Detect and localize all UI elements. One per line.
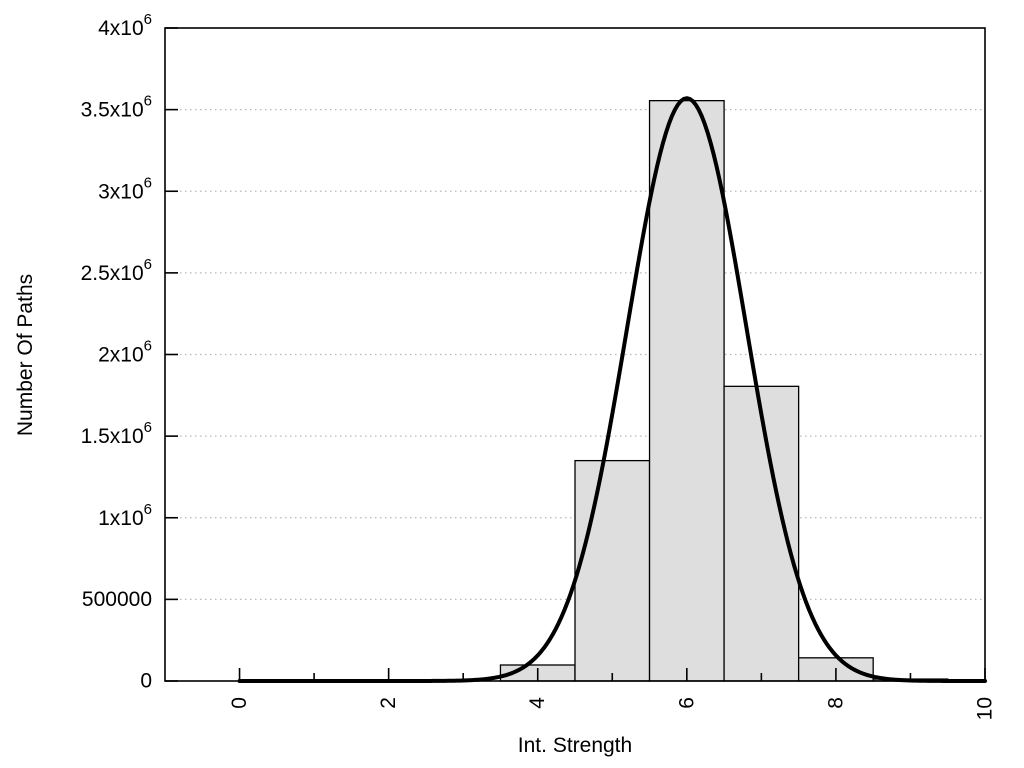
- x-tick-label: 4: [526, 697, 549, 709]
- histogram-bars: [499, 99, 949, 682]
- histogram-bar: [574, 459, 651, 682]
- y-tick-label: 1x106: [98, 500, 152, 529]
- y-tick-label: 4x106: [98, 11, 152, 40]
- y-tick-labels: 0 500000 1x106 1.5x106 2x106 2.5x106 3x106 3.5x…: [81, 11, 152, 693]
- histogram-bar: [648, 99, 725, 682]
- axis-ticks: [165, 27, 986, 682]
- y-tick-label: 2x106: [98, 337, 152, 366]
- x-tick-label: 0: [228, 697, 251, 709]
- x-tick-label: 10: [974, 697, 997, 720]
- y-tick-label: 0: [140, 670, 152, 693]
- y-tick-label: 2.5x106: [81, 255, 152, 284]
- y-tick-label: 3.5x106: [81, 92, 152, 121]
- x-tick-label: 8: [824, 697, 847, 709]
- x-tick-label: 6: [675, 697, 698, 709]
- y-tick-label: 500000: [82, 588, 152, 611]
- y-tick-label: 1.5x106: [81, 419, 152, 448]
- y-axis-title: Number Of Paths: [14, 274, 37, 436]
- y-tick-label: 3x106: [98, 174, 152, 203]
- x-tick-labels: 0 2 4 6 8 10: [228, 697, 996, 721]
- x-axis-title: Int. Strength: [518, 734, 632, 757]
- x-tick-label: 2: [377, 697, 400, 709]
